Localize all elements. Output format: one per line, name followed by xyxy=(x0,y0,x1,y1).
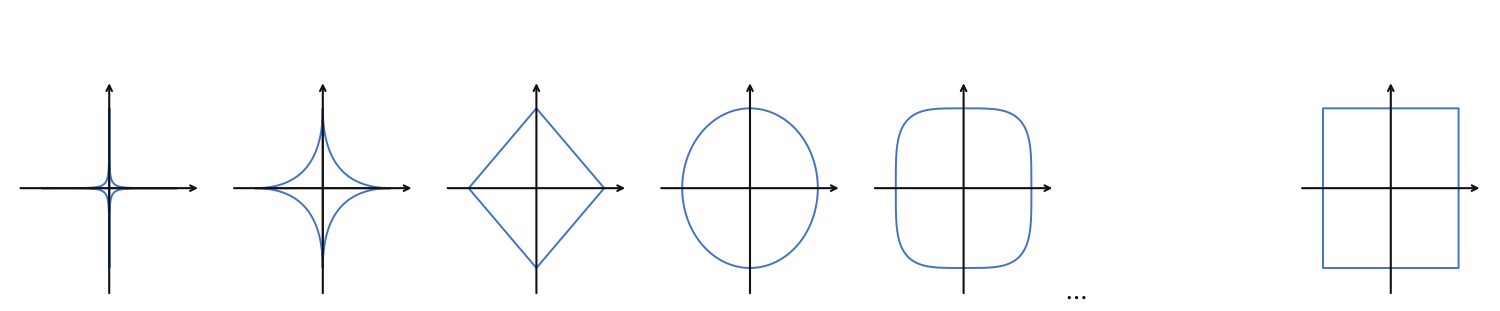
Text: $\cdots$: $\cdots$ xyxy=(1065,284,1086,308)
